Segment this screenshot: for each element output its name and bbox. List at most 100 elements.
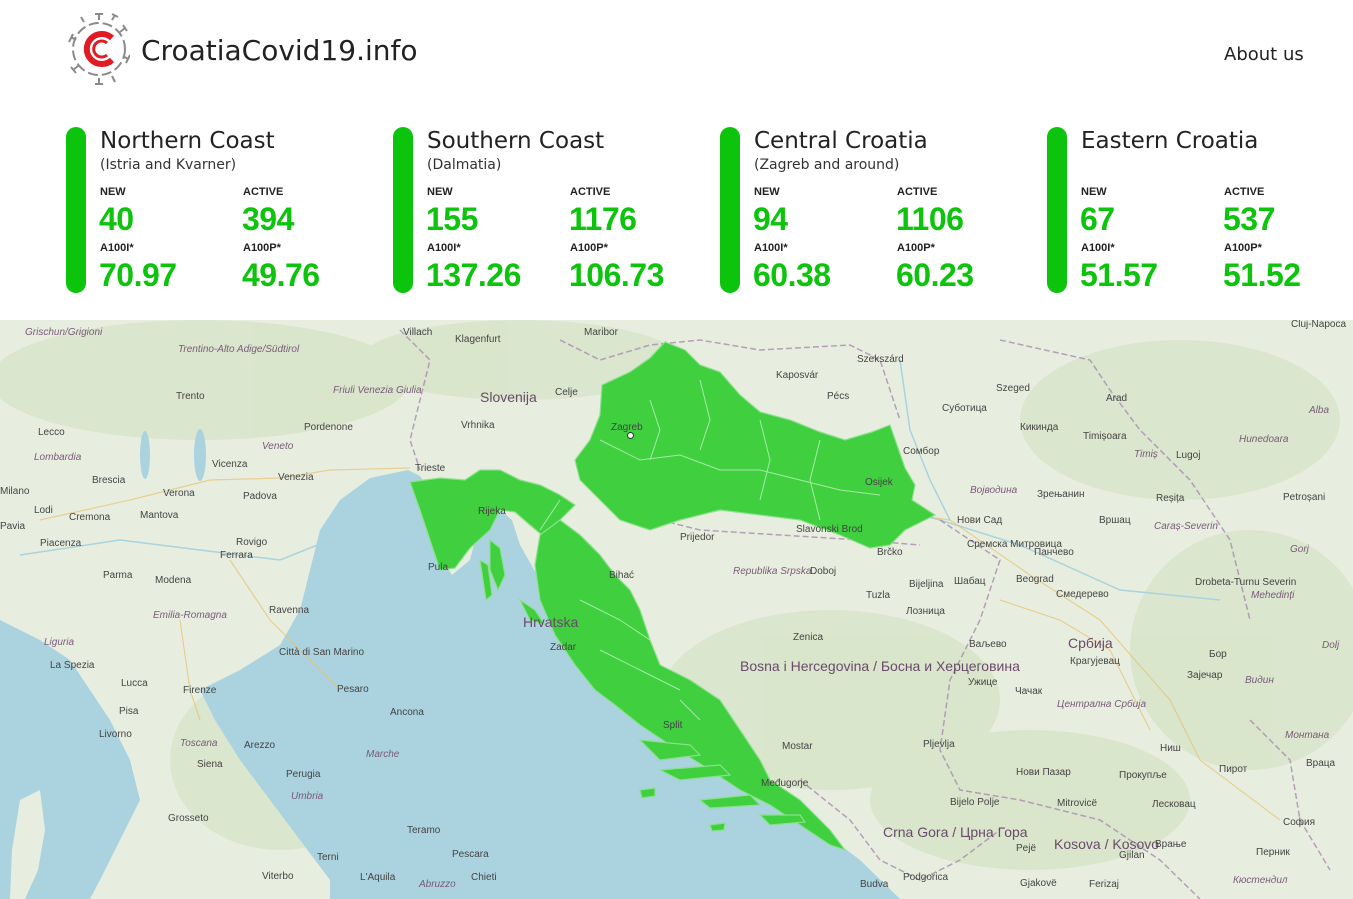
map-label-villach: Villach [403,327,433,338]
region-central[interactable] [574,341,937,549]
island-vis[interactable] [639,787,656,799]
map-label-: Панчево [1034,547,1074,558]
map-label-bijelo-polje: Bijelo Polje [950,797,1000,808]
map-label-emilia-romagna: Emilia-Romagna [153,610,227,621]
island-krk[interactable] [489,538,506,592]
active-label: ACTIVE [570,186,611,198]
map-label-pordenone: Pordenone [304,422,353,433]
map-label-: Сремска Митровица [967,539,1062,550]
map-label-: Зрењанин [1037,489,1085,500]
active-label: ACTIVE [897,186,938,198]
map-label-tuzla: Tuzla [866,590,891,601]
map-label-: Шабац [954,576,986,587]
map-label-: Кюстендил [1233,875,1288,886]
map-label-modena: Modena [155,575,192,586]
map-label-citt-di-san-marino: Città di San Marino [279,647,365,658]
map-label-: Централна Србија [1057,699,1147,710]
map-label-lecco: Lecco [38,427,65,438]
new-label: NEW [754,186,780,198]
map-label-kaposv-r: Kaposvár [776,370,819,381]
map-label-toscana: Toscana [180,738,218,749]
map-label-zenica: Zenica [793,632,824,643]
map-label-ravenna: Ravenna [269,605,310,616]
map-label-cluj-napoca: Cluj-Napoca [1291,320,1347,330]
region-map[interactable]: Trento Trentino-Alto Adige/Südtirol Friuli… [0,320,1353,899]
map-label-venezia: Venezia [278,472,314,483]
new-label: NEW [1081,186,1107,198]
map-label-: Чачак [1015,686,1043,697]
map-label-pej: Pejë [1016,843,1037,854]
map-label-: Крагујевац [1070,656,1120,667]
map-label-veneto: Veneto [262,441,294,452]
region-southern-coast[interactable] [534,519,847,852]
map-label-brescia: Brescia [92,475,126,486]
status-bar [66,127,86,293]
map-label-: Војводина [970,485,1018,496]
map-label-slavonski-brod: Slavonski Brod [796,524,863,535]
map-label-arad: Arad [1106,393,1128,404]
island-mljet[interactable] [758,814,807,826]
island-korcula[interactable] [698,794,762,809]
map-label-ancona: Ancona [390,707,424,718]
region-card-central-croatia: Central Croatia (Zagreb and around) NEW … [720,122,1020,302]
map-label-osijek: Osijek [865,477,893,488]
map-label-zagreb: Zagreb [611,422,643,433]
map-label-arezzo: Arezzo [244,740,276,751]
map-label-vrhnika: Vrhnika [461,420,495,431]
status-bar [720,127,740,293]
croatia-regions[interactable] [409,341,937,852]
map-label-biha: Bihać [609,570,635,581]
map-label-mostar: Mostar [782,741,813,752]
island-pag[interactable] [518,598,547,627]
a100i-value: 70.97 [99,257,177,293]
map-label-lugoj: Lugoj [1176,450,1201,461]
map-label-l-aquila: L'Aquila [360,872,396,883]
a100i-label: A100I* [100,242,134,254]
map-label-abruzzo: Abruzzo [419,879,456,890]
map-label-: Лесковац [1152,799,1196,810]
site-brand[interactable]: CroatiaCovid19.info [141,34,418,67]
island-hvar[interactable] [657,764,732,781]
map-label-: Ужице [968,677,998,688]
map-label-trentino-alto-adige-s-dtirol: Trentino-Alto Adige/Südtirol [178,344,300,355]
region-card-southern-coast: Southern Coast (Dalmatia) NEW 155 ACTIVE… [393,122,693,302]
status-bar [393,127,413,293]
map-label-: Ниш [1160,743,1181,754]
map-label-republika-srpska: Republika Srpska [733,566,812,577]
active-value: 1106 [896,201,964,237]
a100i-label: A100I* [754,242,788,254]
a100p-label: A100P* [1224,242,1262,254]
map-label-slovenija: Slovenija [480,389,537,405]
a100i-label: A100I* [427,242,461,254]
map-label-szeksz-rd: Szekszárd [857,354,904,365]
active-value: 394 [242,201,294,237]
a100p-value: 51.52 [1223,257,1301,293]
region-title: Southern Coast [427,128,605,154]
about-us-link[interactable]: About us [1224,44,1304,65]
new-value: 155 [426,201,478,237]
county-lines [539,379,881,721]
map-label-pavia: Pavia [0,521,26,532]
map-label-rovigo: Rovigo [236,537,268,548]
map-label-podgorica: Podgorica [903,872,949,883]
a100p-label: A100P* [570,242,608,254]
map-label-teramo: Teramo [407,825,441,836]
map-label-pula: Pula [428,562,449,573]
island-cres[interactable] [479,558,493,602]
new-value: 40 [99,201,134,237]
map-label-: Смедерево [1056,589,1109,600]
map-label-: Ваљево [969,639,1007,650]
map-label-mitrovic: Mitrovicë [1057,798,1098,809]
virus-c-logo-icon[interactable] [68,12,131,86]
a100i-value: 60.38 [753,257,831,293]
map-label-me-ugorje: Međugorje [761,778,809,789]
map-label-drobeta-turnu-severin: Drobeta-Turnu Severin [1195,577,1297,588]
island-brac[interactable] [638,739,702,761]
map-label-pisa: Pisa [119,706,139,717]
map-label-kosova-kosovo: Kosova / Kosovo [1054,836,1160,852]
island-lastovo[interactable] [709,822,726,832]
map-canvas[interactable] [0,320,1353,899]
map-label-: Вршац [1099,515,1131,526]
map-label-trieste: Trieste [415,463,446,474]
map-label-celje: Celje [555,387,578,398]
